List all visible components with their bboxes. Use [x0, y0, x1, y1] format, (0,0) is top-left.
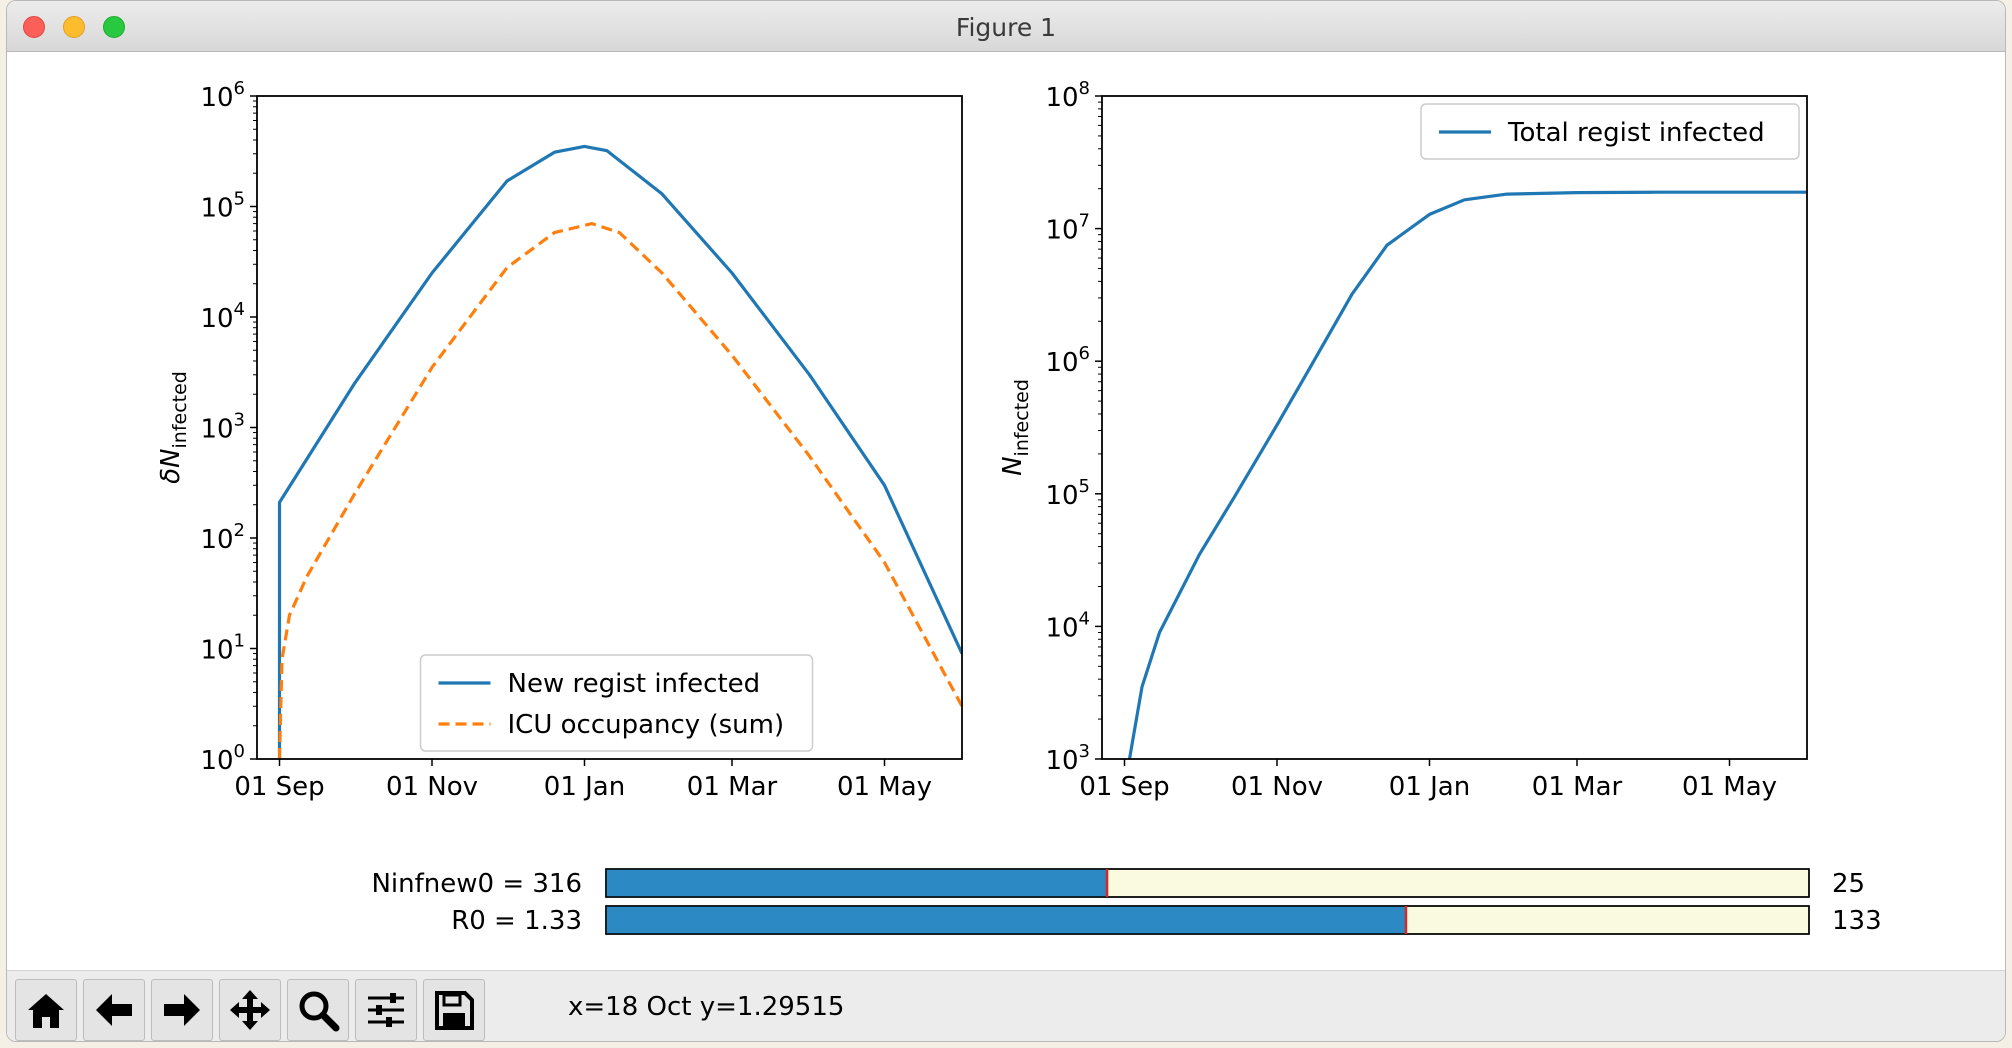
back-arrow-icon: [96, 994, 132, 1026]
y-tick-label: 103: [200, 410, 245, 445]
configure-subplots-icon: [368, 993, 404, 1027]
y-tick-label: 104: [1045, 608, 1090, 643]
x-tick-label: 01 Mar: [1532, 772, 1623, 802]
y-axis-label: Ninfected: [998, 379, 1033, 476]
slider-border: [605, 868, 1810, 898]
x-tick-label: 01 Sep: [1079, 772, 1169, 802]
slider-label: R0 = 1.33: [451, 906, 582, 936]
y-tick-label: 105: [200, 189, 245, 224]
series-line-1: [1127, 190, 1807, 759]
close-window-button[interactable]: [23, 16, 45, 38]
slider-fill[interactable]: [606, 869, 1108, 897]
slider-max-label: 133: [1832, 906, 1882, 936]
legend-label: New regist infected: [508, 669, 761, 699]
y-tick-label: 101: [200, 631, 245, 666]
forward-arrow-icon: [164, 994, 200, 1026]
x-tick-label: 01 May: [1682, 772, 1777, 802]
y-tick-label: 107: [1045, 211, 1090, 246]
series-line-2: [277, 222, 962, 759]
y-tick-label: 106: [200, 78, 245, 113]
y-tick-label: 104: [200, 299, 245, 334]
title-bar: Figure 1: [7, 1, 2005, 52]
forward-button[interactable]: [151, 979, 213, 1041]
window-title: Figure 1: [955, 13, 1057, 42]
y-tick-label: 100: [200, 741, 245, 776]
back-button[interactable]: [83, 979, 145, 1041]
figure-window: Figure 1 100 101 102 103 104 105 106 01 Sep 01 N…: [6, 0, 2006, 1042]
configure-subplots-button[interactable]: [355, 979, 417, 1041]
minimize-window-button[interactable]: [63, 16, 85, 38]
y-axis-label: δNinfected: [156, 371, 191, 484]
legend-box: [1420, 103, 1800, 160]
x-tick-label: 01 May: [837, 772, 932, 802]
y-tick-label: 106: [1045, 343, 1090, 378]
x-tick-label: 01 Mar: [687, 772, 778, 802]
legend-box: [419, 654, 814, 752]
legend-label: ICU occupancy (sum): [508, 710, 785, 740]
maximize-window-button[interactable]: [103, 16, 125, 38]
home-icon: [28, 994, 64, 1028]
x-tick-label: 01 Sep: [234, 772, 324, 802]
y-tick-label: 103: [1045, 741, 1090, 776]
x-tick-label: 01 Jan: [544, 772, 625, 802]
y-tick-label: 105: [1045, 476, 1090, 511]
subplot-1[interactable]: 100 101 102 103 104 105 106 01 Sep 01 Nov 01 Jan 0…: [156, 78, 963, 802]
save-button[interactable]: [423, 979, 485, 1041]
x-tick-label: 01 Jan: [1389, 772, 1470, 802]
pan-button[interactable]: [219, 979, 281, 1041]
save-icon: [435, 991, 474, 1030]
plot-area[interactable]: 100 101 102 103 104 105 106 01 Sep 01 Nov 01 Jan 0…: [7, 52, 2006, 970]
cursor-coordinates: x=18 Oct y=1.29515: [568, 992, 845, 1022]
zoom-icon: [299, 991, 340, 1032]
figure-canvas[interactable]: 100 101 102 103 104 105 106 01 Sep 01 Nov 01 Jan 0…: [7, 52, 2006, 970]
series-line-1: [277, 144, 962, 759]
y-tick-label: 102: [200, 520, 245, 555]
legend: New regist infected ICU occupancy (sum): [419, 654, 814, 752]
axes-frame: [1101, 95, 1808, 760]
subplot-2[interactable]: 103 104 105 106 107 108 01 Sep 01 Nov 01 Jan 01 M…: [998, 78, 1808, 802]
legend-label: Total regist infected: [1507, 118, 1765, 148]
x-tick-label: 01 Nov: [1231, 772, 1323, 802]
slider-label: Ninfnew0 = 316: [371, 869, 582, 899]
slider-border: [605, 905, 1810, 935]
slider-2[interactable]: R0 = 1.33 133: [451, 905, 1882, 936]
legend: Total regist infected: [1420, 103, 1800, 160]
y-tick-label: 108: [1045, 78, 1090, 113]
slider-fill[interactable]: [606, 906, 1406, 934]
zoom-button[interactable]: [287, 979, 349, 1041]
axes-frame: [256, 95, 963, 760]
navigation-toolbar: x=18 Oct y=1.29515: [7, 970, 2005, 1041]
slider-1[interactable]: Ninfnew0 = 316 25: [371, 868, 1865, 899]
home-button[interactable]: [15, 979, 77, 1041]
slider-max-label: 25: [1832, 869, 1865, 899]
pan-icon: [230, 990, 270, 1030]
x-tick-label: 01 Nov: [386, 772, 478, 802]
